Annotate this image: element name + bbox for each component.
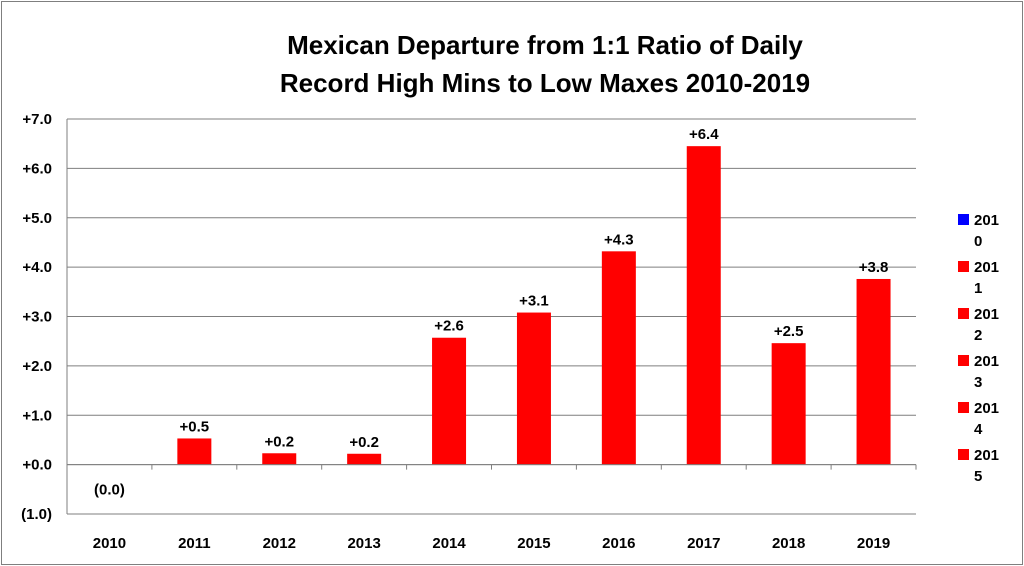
x-tick-label: 2013 <box>347 535 380 552</box>
legend-label: 201 <box>974 447 999 464</box>
y-tick-label: (1.0) <box>21 506 52 523</box>
x-tick-label: 2016 <box>602 535 635 552</box>
chart-title-line-2: Record High Mins to Low Maxes 2010-2019 <box>280 68 810 98</box>
legend-swatch <box>958 261 969 272</box>
legend-label: 4 <box>974 421 983 438</box>
x-tick-label: 2011 <box>178 535 211 552</box>
legend-label: 201 <box>974 353 999 370</box>
y-tick-label: +7.0 <box>22 111 52 128</box>
legend-swatch <box>958 355 969 366</box>
legend-label: 201 <box>974 259 999 276</box>
legend-label: 2 <box>974 327 982 344</box>
data-label: +0.2 <box>264 433 294 450</box>
bar <box>177 438 212 465</box>
y-tick-label: +3.0 <box>22 309 52 326</box>
y-tick-label: +4.0 <box>22 259 52 276</box>
data-label: +3.8 <box>859 259 889 276</box>
x-tick-label: 2017 <box>687 535 720 552</box>
bar <box>516 312 551 465</box>
data-label: +2.5 <box>774 323 804 340</box>
bar <box>771 343 806 465</box>
data-label: +2.6 <box>434 318 464 335</box>
bars <box>177 146 891 465</box>
data-label: (0.0) <box>94 482 125 499</box>
bar <box>856 278 891 465</box>
bar <box>432 337 467 465</box>
data-labels: (0.0) +0.5 +0.2 +0.2 +2.6 +3.1 +4.3 +6.4 +2.5 +3.… <box>94 126 888 498</box>
axes <box>66 119 917 514</box>
legend-label: 3 <box>974 374 982 391</box>
legend-label: 201 <box>974 306 999 323</box>
legend-label: 5 <box>974 468 982 485</box>
x-tick-label: 2012 <box>263 535 296 552</box>
bar <box>686 146 721 465</box>
y-tick-label: +0.0 <box>22 457 52 474</box>
chart-title-line-1: Mexican Departure from 1:1 Ratio of Dail… <box>287 30 803 60</box>
legend-swatch <box>958 214 969 225</box>
legend-label: 1 <box>974 280 982 297</box>
legend-label: 0 <box>974 233 982 250</box>
x-tick-label: 2010 <box>93 535 126 552</box>
x-tick-label: 2018 <box>772 535 805 552</box>
x-tick-label: 2014 <box>432 535 466 552</box>
x-tick-label: 2019 <box>857 535 890 552</box>
legend-swatch <box>958 308 969 319</box>
data-label: +4.3 <box>604 231 634 248</box>
data-label: +3.1 <box>519 293 549 310</box>
bar <box>262 453 297 465</box>
legend: 201 0 201 1 201 2 201 3 201 4 201 5 <box>958 212 999 485</box>
bar <box>601 251 636 465</box>
x-axis-tick-labels: 2010 2011 2012 2013 2014 2015 2016 2017 2018 2019 <box>93 535 890 552</box>
data-label: +0.5 <box>180 418 210 435</box>
legend-swatch <box>958 449 969 460</box>
y-tick-label: +2.0 <box>22 358 52 375</box>
y-axis-tick-labels: +7.0 +6.0 +5.0 +4.0 +3.0 +2.0 +1.0 +0.0 (1.0) <box>21 111 52 523</box>
data-label: +0.2 <box>349 434 379 451</box>
y-tick-label: +5.0 <box>22 210 52 227</box>
y-tick-label: +6.0 <box>22 160 52 177</box>
bar <box>347 453 382 465</box>
legend-label: 201 <box>974 212 999 229</box>
legend-label: 201 <box>974 400 999 417</box>
chart-title: Mexican Departure from 1:1 Ratio of Dail… <box>280 30 810 98</box>
x-tick-label: 2015 <box>517 535 550 552</box>
legend-swatch <box>958 402 969 413</box>
data-label: +6.4 <box>689 126 719 143</box>
y-tick-label: +1.0 <box>22 407 52 424</box>
